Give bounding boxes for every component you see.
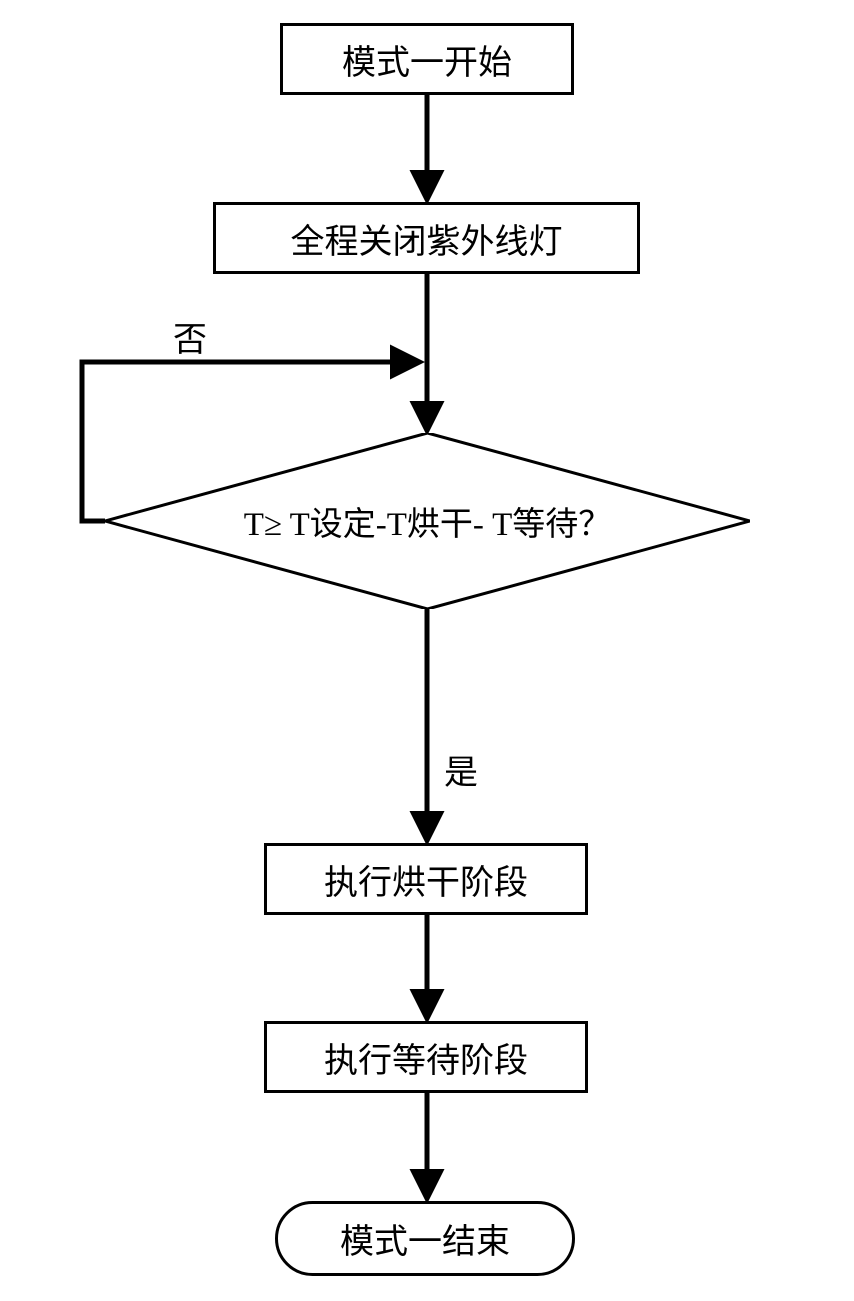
node-dry: 执行烘干阶段 [264,843,588,915]
node-end: 模式一结束 [275,1201,575,1276]
node-start-label: 模式一开始 [342,35,512,84]
node-wait-label: 执行等待阶段 [324,1033,528,1082]
edge-label-no: 否 [173,312,207,361]
node-uv-off: 全程关闭紫外线灯 [213,202,640,274]
node-start: 模式一开始 [280,23,574,95]
node-decision-label: T≥ T设定-T烘干- T等待？ [244,497,612,545]
node-decision: T≥ T设定-T烘干- T等待？ [105,433,750,609]
node-end-label: 模式一结束 [340,1214,510,1263]
node-wait: 执行等待阶段 [264,1021,588,1093]
node-uv-off-label: 全程关闭紫外线灯 [291,214,563,263]
edge-label-yes: 是 [444,745,478,794]
flowchart-connectors [0,0,854,1301]
node-dry-label: 执行烘干阶段 [324,855,528,904]
